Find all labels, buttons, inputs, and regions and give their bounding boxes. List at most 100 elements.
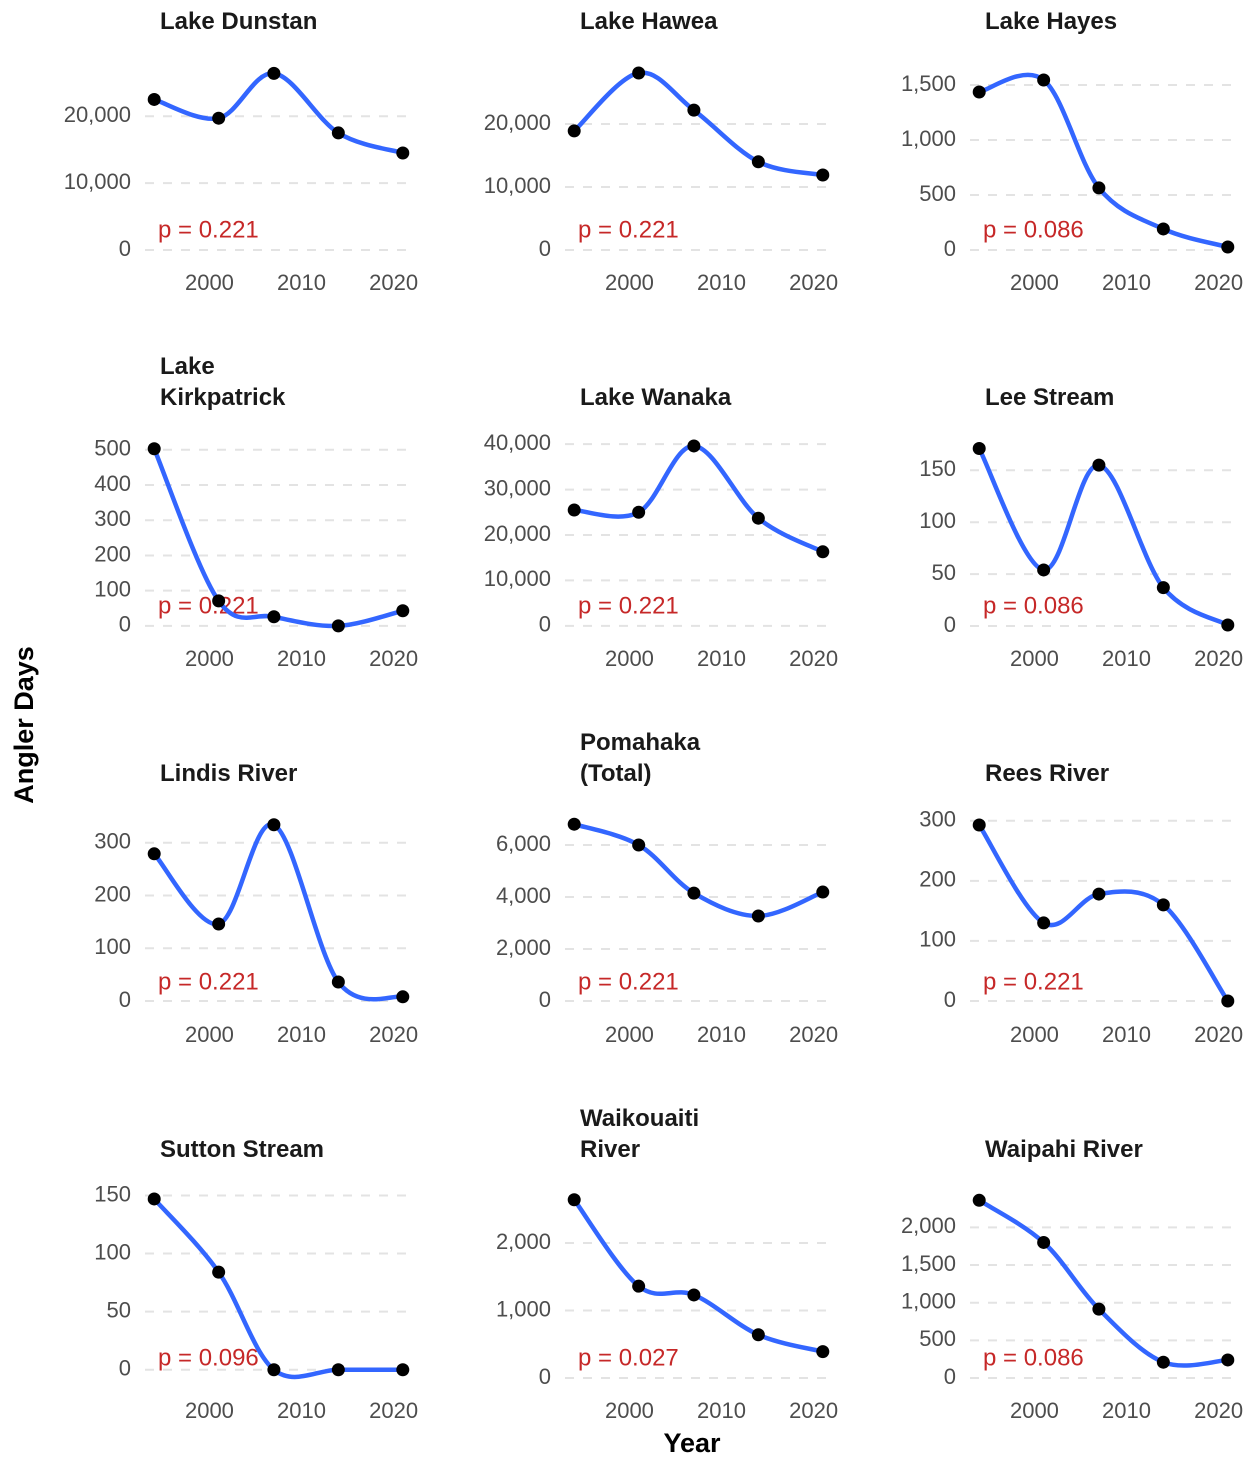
p-value-annotation: p = 0.221 [578,968,679,995]
data-point [751,511,765,525]
panel-title: Waipahi River [985,1136,1143,1163]
data-point [147,442,161,456]
data-point [331,619,345,633]
data-point [567,124,581,138]
data-point [212,111,226,125]
x-tick-label: 2010 [277,1022,326,1047]
x-tick-label: 2020 [789,646,838,671]
data-point [212,1265,226,1279]
p-value-annotation: p = 0.221 [578,216,679,243]
data-point [1092,458,1106,472]
data-point [1221,994,1235,1008]
p-value-annotation: p = 0.096 [158,1344,259,1371]
y-tick-label: 20,000 [64,102,131,127]
data-point [1221,618,1235,632]
p-value-annotation: p = 0.221 [158,216,259,243]
data-point [1037,1235,1051,1249]
data-point [396,1363,410,1377]
x-tick-label: 2010 [277,646,326,671]
data-point [1092,887,1106,901]
data-point [396,146,410,160]
x-tick-label: 2010 [697,1398,746,1423]
data-point [147,847,161,861]
x-tick-label: 2010 [1102,1398,1151,1423]
y-tick-label: 10,000 [64,169,131,194]
x-tick-label: 2010 [1102,1022,1151,1047]
panel-title: Lindis River [160,760,298,787]
data-point [267,610,281,624]
y-tick-label: 50 [932,560,956,585]
data-point [816,545,830,559]
x-tick-label: 2000 [605,646,654,671]
y-tick-label: 1,000 [901,126,956,151]
panel-title: Lake Dunstan [160,8,318,35]
p-value-annotation: p = 0.086 [983,592,1084,619]
panel-title: Lake Hawea [580,8,718,35]
x-tick-label: 2020 [789,1022,838,1047]
x-tick-label: 2020 [1194,646,1243,671]
y-tick-label: 4,000 [496,883,551,908]
x-tick-label: 2000 [185,646,234,671]
data-point [751,155,765,169]
y-tick-label: 150 [919,456,956,481]
y-tick-label: 2,000 [901,1213,956,1238]
x-tick-label: 2010 [697,1022,746,1047]
y-tick-label: 200 [94,881,131,906]
data-point [147,1192,161,1206]
y-tick-label: 2,000 [496,935,551,960]
data-point [816,168,830,182]
y-tick-label: 0 [119,612,131,637]
p-value-annotation: p = 0.086 [983,1344,1084,1371]
panel-title: Lee Stream [985,384,1115,411]
trend-line [151,446,406,629]
data-point [1037,563,1051,577]
y-tick-label: 0 [119,1356,131,1381]
data-point [1092,1302,1106,1316]
y-tick-label: 500 [94,436,131,461]
y-tick-label: 0 [539,236,551,261]
data-point [1156,222,1170,236]
data-point [331,126,345,140]
p-value-annotation: p = 0.221 [158,968,259,995]
data-point [147,92,161,106]
x-tick-label: 2000 [1010,646,1059,671]
data-point [396,604,410,618]
y-tick-label: 10,000 [484,566,551,591]
data-point [687,886,701,900]
data-point [687,439,701,453]
x-tick-label: 2020 [369,1022,418,1047]
data-point [972,85,986,99]
data-point [1156,898,1170,912]
x-tick-label: 2000 [185,1398,234,1423]
y-tick-label: 10,000 [484,173,551,198]
x-tick-label: 2000 [605,270,654,295]
y-tick-label: 200 [94,541,131,566]
y-axis-label: Angler Days [9,646,39,804]
x-tick-label: 2020 [1194,270,1243,295]
y-tick-label: 0 [119,236,131,261]
data-point [972,1193,986,1207]
y-tick-label: 100 [94,934,131,959]
y-tick-label: 20,000 [484,110,551,135]
y-tick-label: 300 [94,506,131,531]
data-point [751,1328,765,1342]
data-point [972,818,986,832]
y-tick-label: 150 [94,1181,131,1206]
x-tick-label: 2020 [369,270,418,295]
x-tick-label: 2010 [697,270,746,295]
x-tick-label: 2010 [277,270,326,295]
y-tick-label: 50 [107,1297,131,1322]
trend-line [151,71,406,156]
p-value-annotation: p = 0.221 [983,968,1084,995]
y-tick-label: 0 [539,612,551,637]
y-tick-label: 6,000 [496,831,551,856]
data-point [267,1363,281,1377]
trend-line [571,1197,826,1354]
panel-title: Lake Kirkpatrick [160,353,286,411]
x-tick-label: 2010 [697,646,746,671]
x-axis-label: Year [663,1428,721,1458]
x-tick-label: 2000 [1010,1022,1059,1047]
data-point [567,1193,581,1207]
x-tick-label: 2020 [369,1398,418,1423]
